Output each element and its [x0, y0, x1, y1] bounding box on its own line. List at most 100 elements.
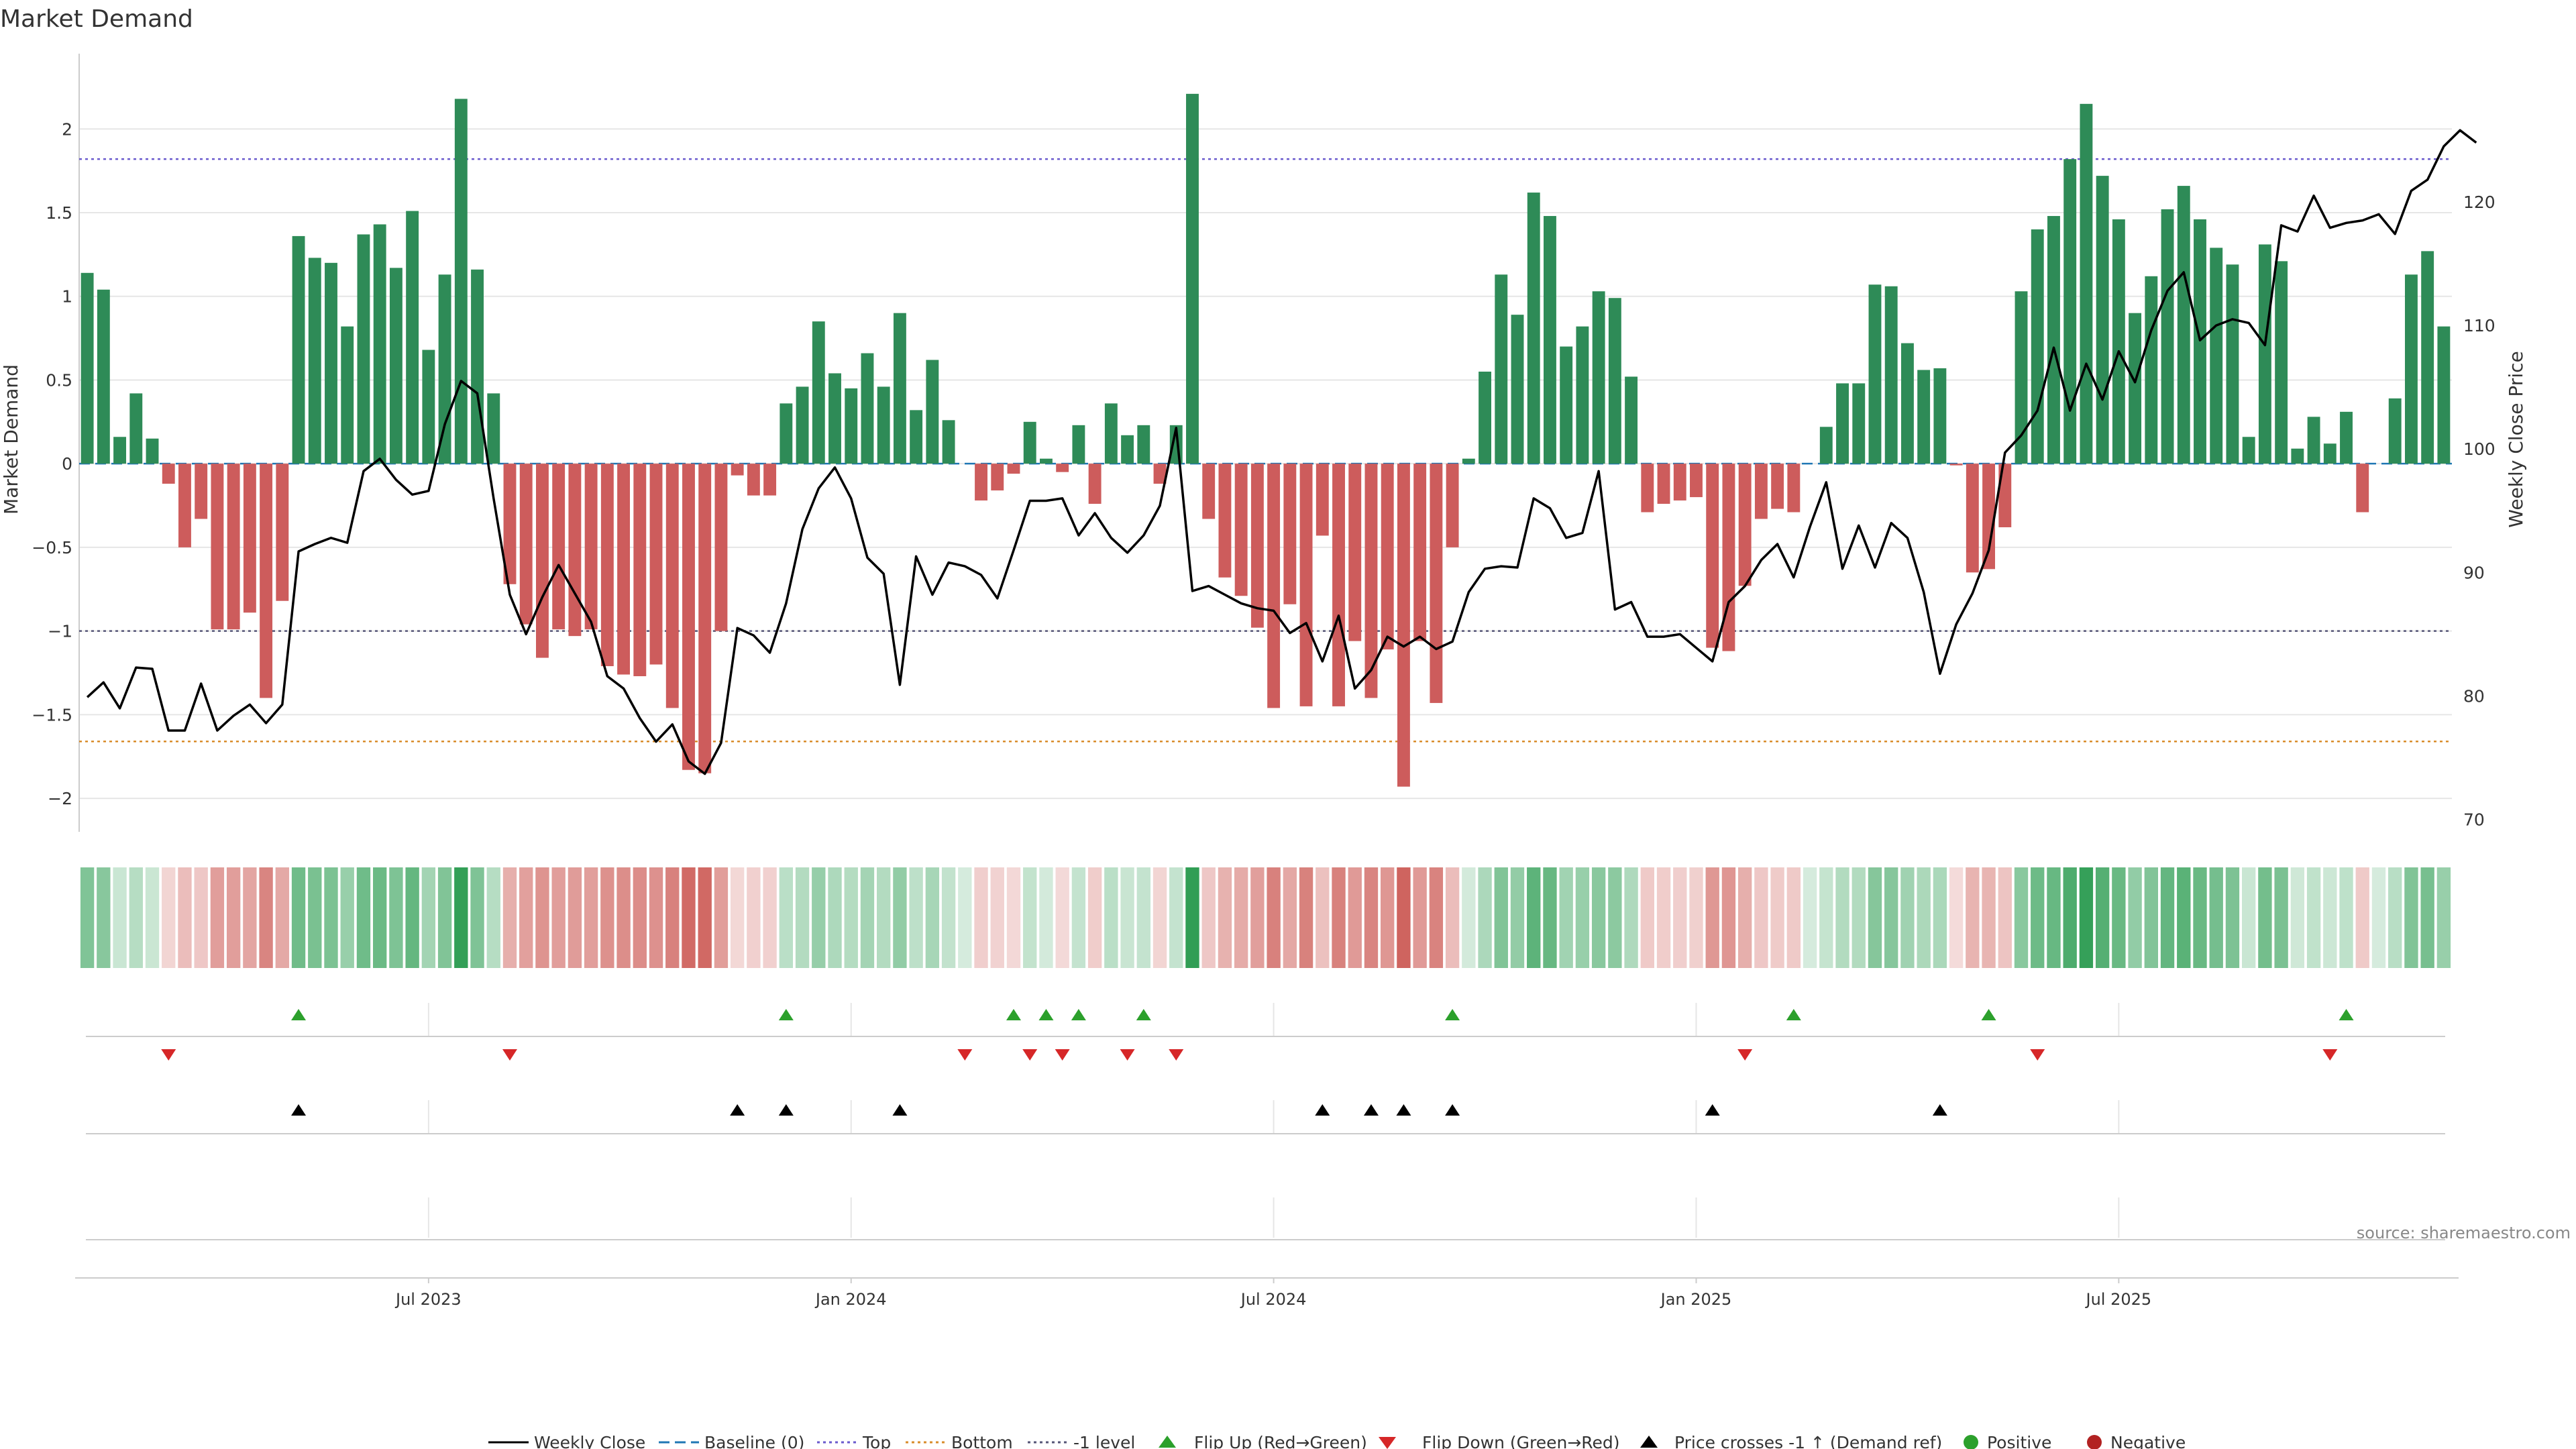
- demand-bar-negative: [1283, 464, 1297, 604]
- demand-bar-positive: [2063, 159, 2077, 464]
- demand-bar-negative: [195, 464, 208, 519]
- heat-cell: [665, 867, 680, 968]
- heat-cell: [2274, 867, 2288, 968]
- y-tick-label: −2: [48, 789, 72, 808]
- heat-cell: [1819, 867, 1833, 968]
- demand-bar-positive: [2031, 229, 2044, 464]
- price-cross-marker: [291, 1104, 307, 1116]
- heat-cell: [2014, 867, 2029, 968]
- demand-bar-negative: [519, 464, 533, 625]
- flip-up-marker: [291, 1009, 307, 1020]
- heat-cell: [97, 867, 111, 968]
- demand-bar-positive: [357, 234, 370, 464]
- demand-bar-negative: [1153, 464, 1167, 484]
- demand-bar-negative: [1299, 464, 1313, 706]
- demand-bar-positive: [942, 420, 955, 464]
- heat-cell: [2241, 867, 2256, 968]
- demand-bar-negative: [1007, 464, 1020, 474]
- heat-cell: [2420, 867, 2434, 968]
- demand-bar-negative: [1430, 464, 1443, 703]
- demand-bar-positive: [113, 437, 127, 464]
- heat-cell: [2063, 867, 2077, 968]
- demand-bar-positive: [2437, 326, 2451, 464]
- heat-cell: [730, 867, 745, 968]
- flip-up-marker: [1981, 1009, 1996, 1020]
- demand-bar-negative: [1267, 464, 1281, 708]
- x-tick-label: Jul 2024: [1240, 1290, 1307, 1309]
- heat-cell: [1250, 867, 1265, 968]
- demand-bar-negative: [1690, 464, 1703, 498]
- heat-cell: [2112, 867, 2126, 968]
- demand-bar-positive: [2194, 219, 2206, 464]
- heat-cell: [1023, 867, 1037, 968]
- heat-cell: [1136, 867, 1150, 968]
- price-cross-marker: [1363, 1104, 1379, 1116]
- demand-bar-positive: [2112, 219, 2125, 464]
- demand-bar-negative: [1771, 464, 1784, 509]
- heat-cell: [1770, 867, 1784, 968]
- heat-cell: [893, 867, 907, 968]
- flip-up-marker: [1445, 1009, 1460, 1020]
- y2-tick-label: 100: [2463, 439, 2496, 459]
- heat-cell: [162, 867, 176, 968]
- heat-cell: [1316, 867, 1330, 968]
- heat-cell: [1299, 867, 1313, 968]
- heat-cell: [1786, 867, 1801, 968]
- demand-bar-positive: [1137, 425, 1150, 464]
- heat-cell: [1104, 867, 1118, 968]
- demand-bar-positive: [1121, 435, 1134, 464]
- demand-bar-positive: [341, 326, 354, 464]
- demand-bar-negative: [1706, 464, 1719, 648]
- y2-tick-label: 90: [2463, 563, 2485, 582]
- chart-title: Market Demand: [0, 5, 193, 33]
- heat-cell: [113, 867, 127, 968]
- heat-cell: [1332, 867, 1346, 968]
- heat-cell: [2355, 867, 2369, 968]
- demand-bar-positive: [325, 262, 337, 464]
- heat-cell: [1152, 867, 1167, 968]
- legend: Weekly Close Baseline (0) Top Bottom -1 …: [488, 1433, 2186, 1449]
- demand-bar-negative: [260, 464, 273, 698]
- legend-flip-up: Flip Up (Red→Green): [1194, 1433, 1367, 1449]
- demand-bar-positive: [1608, 298, 1621, 464]
- demand-bar-negative: [1641, 464, 1654, 513]
- demand-bar-negative: [1316, 464, 1329, 536]
- demand-bar-positive: [1933, 368, 1947, 464]
- demand-bar-negative: [1218, 464, 1232, 578]
- demand-bar-negative: [584, 464, 598, 630]
- heat-cell: [1413, 867, 1427, 968]
- demand-bar-positive: [1104, 403, 1118, 464]
- demand-bar-negative: [1056, 464, 1069, 472]
- demand-bar-positive: [1884, 286, 1898, 464]
- demand-bar-negative: [617, 464, 631, 675]
- x-tick-label: Jan 2024: [814, 1290, 887, 1309]
- demand-bar-positive: [438, 274, 451, 464]
- demand-bar-negative: [714, 464, 728, 631]
- heat-cell: [2209, 867, 2223, 968]
- heat-cell: [2339, 867, 2353, 968]
- heat-cell: [1364, 867, 1379, 968]
- demand-bar-positive: [828, 373, 841, 464]
- heat-cell: [373, 867, 387, 968]
- heat-cell: [2095, 867, 2110, 968]
- heat-cell: [243, 867, 257, 968]
- demand-bar-positive: [1479, 371, 1491, 464]
- flip-up-marker: [1071, 1009, 1086, 1020]
- demand-bar-negative: [1998, 464, 2012, 527]
- price-cross-marker: [1396, 1104, 1411, 1116]
- heat-cell: [1494, 867, 1508, 968]
- heat-cell: [2177, 867, 2191, 968]
- demand-bar-positive: [1852, 383, 1866, 464]
- heat-cell: [454, 867, 468, 968]
- demand-bar-negative: [991, 464, 1004, 491]
- heat-cell: [568, 867, 582, 968]
- heat-cell: [275, 867, 290, 968]
- heat-cell: [1006, 867, 1021, 968]
- demand-bar-positive: [2323, 443, 2337, 464]
- demand-bar-negative: [633, 464, 647, 676]
- demand-bar-positive: [1462, 458, 1475, 464]
- y-axis-label: Market Demand: [0, 364, 22, 515]
- heat-cell: [1087, 867, 1102, 968]
- x-axis: Jul 2023 Jan 2024 Jul 2024 Jan 2025 Jul 2025: [75, 1277, 2459, 1309]
